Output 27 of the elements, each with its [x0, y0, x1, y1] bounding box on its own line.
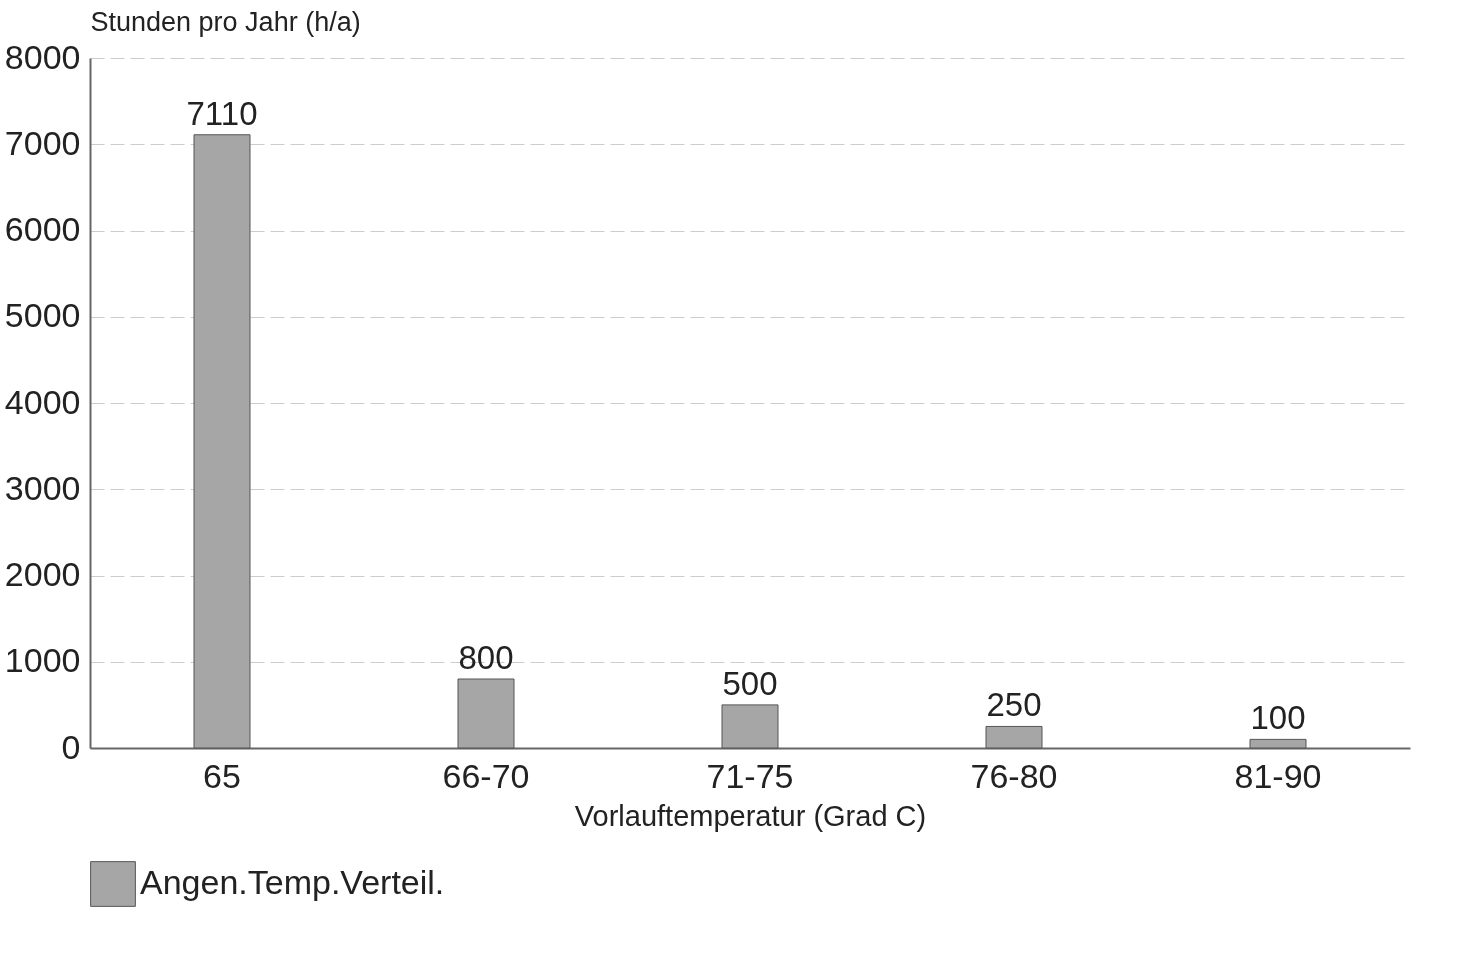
y-tick-label: 4000: [4, 382, 81, 421]
x-axis-title: Vorlauftemperatur (Grad C): [574, 799, 927, 832]
y-tick-label: 6000: [4, 210, 81, 248]
y-tick-label: 7000: [4, 123, 81, 162]
data-label: 500: [722, 664, 778, 702]
bar: [985, 725, 1043, 749]
bar: [457, 678, 515, 749]
bar: [721, 704, 779, 749]
y-axis-title: Stunden pro Jahr (h/a): [90, 6, 361, 37]
data-label: 100: [1250, 699, 1306, 737]
bar: [193, 134, 251, 749]
y-tick-label: 5000: [4, 296, 81, 335]
y-tick-label: 3000: [4, 468, 81, 507]
y-tick-label: 2000: [4, 555, 81, 593]
x-tick-label: 65: [203, 756, 241, 795]
x-tick-label: 71-75: [706, 756, 794, 795]
data-label: 800: [458, 639, 514, 676]
x-tick-label: 76-80: [970, 756, 1058, 795]
y-tick-label: 8000: [4, 37, 81, 76]
data-label: 250: [986, 686, 1042, 724]
bar: [1249, 738, 1307, 749]
legend-label: Angen.Temp.Verteil.: [140, 863, 445, 901]
y-tick-label: 0: [61, 727, 81, 766]
x-tick-label: 81-90: [1234, 756, 1322, 795]
data-label: 7110: [186, 94, 258, 132]
x-tick-label: 66-70: [442, 756, 530, 795]
y-tick-label: 1000: [4, 641, 81, 680]
